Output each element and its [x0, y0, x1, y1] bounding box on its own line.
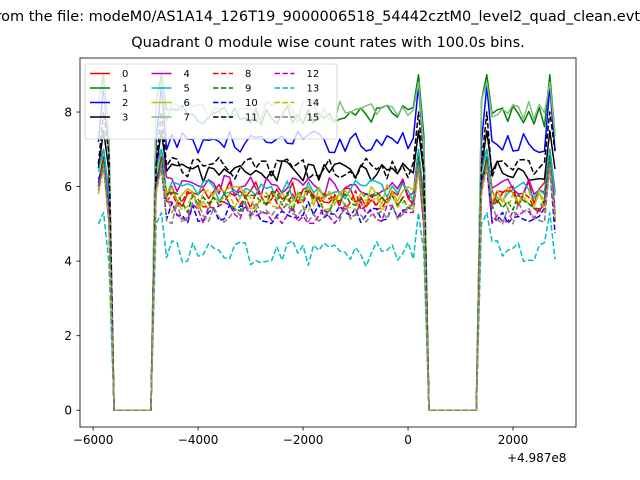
- legend-label-10: 10: [245, 98, 258, 109]
- legend-label-4: 4: [184, 69, 190, 80]
- legend-label-11: 11: [245, 113, 258, 124]
- figure-suptitle: Plots from the file: modeM0/AS1A14_126T1…: [0, 9, 640, 29]
- series-line-6: [97, 167, 556, 411]
- y-tick-label: 8: [64, 106, 72, 120]
- legend-label-7: 7: [184, 113, 190, 124]
- x-tick-label: −6000: [73, 433, 114, 447]
- series-line-14: [97, 167, 556, 411]
- legend-label-8: 8: [245, 69, 251, 80]
- legend-label-14: 14: [307, 98, 320, 109]
- y-tick-label: 6: [64, 180, 72, 194]
- x-axis-offset-label: +4.987e8: [507, 451, 567, 465]
- legend-label-13: 13: [307, 84, 320, 95]
- x-tick-label: −2000: [283, 433, 324, 447]
- legend-box: [84, 63, 338, 140]
- legend-label-2: 2: [122, 98, 128, 109]
- series-line-10: [97, 167, 556, 411]
- x-tick-label: 2000: [498, 433, 529, 447]
- chart-title: Quadrant 0 module wise count rates with …: [131, 35, 525, 51]
- series-line-8: [97, 163, 556, 411]
- y-tick-label: 0: [64, 404, 72, 418]
- series-line-12: [97, 163, 556, 411]
- figure-suptitle-text: Plots from the file: modeM0/AS1A14_126T1…: [0, 9, 640, 25]
- series-layer: [97, 74, 556, 411]
- axes-frame: [79, 57, 577, 428]
- x-tick-label: −4000: [178, 433, 219, 447]
- legend-label-12: 12: [307, 69, 320, 80]
- legend-label-5: 5: [184, 84, 190, 95]
- legend-label-3: 3: [122, 113, 128, 124]
- legend-label-15: 15: [307, 113, 320, 124]
- series-line-15: [97, 163, 556, 411]
- x-tick-label: 0: [404, 433, 412, 447]
- y-tick-label: 4: [64, 255, 72, 269]
- series-line-4: [97, 148, 556, 411]
- y-tick-label: 2: [64, 329, 72, 343]
- legend-label-6: 6: [184, 98, 190, 109]
- legend-label-9: 9: [245, 84, 251, 95]
- legend-label-0: 0: [122, 69, 128, 80]
- series-line-13: [97, 211, 556, 411]
- legend-label-1: 1: [122, 84, 128, 95]
- ticks-layer: −6000 −4000 −2000 0 2000 0 2 4 6 8: [64, 106, 528, 447]
